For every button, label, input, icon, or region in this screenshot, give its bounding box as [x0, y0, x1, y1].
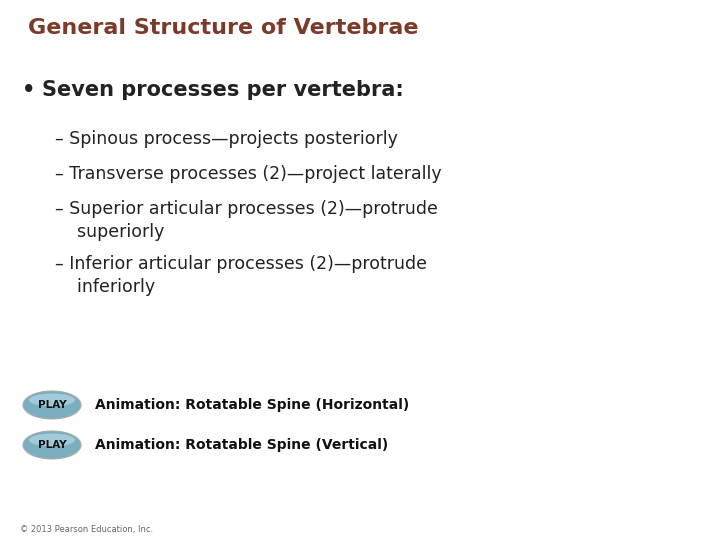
- Text: – Superior articular processes (2)—protrude
    superiorly: – Superior articular processes (2)—protr…: [55, 200, 438, 241]
- Text: Seven processes per vertebra:: Seven processes per vertebra:: [42, 80, 404, 100]
- Text: PLAY: PLAY: [37, 400, 66, 410]
- Text: •: •: [22, 80, 35, 100]
- Text: – Transverse processes (2)—project laterally: – Transverse processes (2)—project later…: [55, 165, 441, 183]
- Ellipse shape: [23, 431, 81, 459]
- Text: Animation: Rotatable Spine (Horizontal): Animation: Rotatable Spine (Horizontal): [95, 398, 409, 412]
- Text: PLAY: PLAY: [37, 440, 66, 450]
- Text: © 2013 Pearson Education, Inc.: © 2013 Pearson Education, Inc.: [20, 525, 153, 534]
- Ellipse shape: [29, 394, 75, 407]
- Text: – Spinous process—projects posteriorly: – Spinous process—projects posteriorly: [55, 130, 398, 148]
- Ellipse shape: [23, 391, 81, 419]
- Text: Animation: Rotatable Spine (Vertical): Animation: Rotatable Spine (Vertical): [95, 438, 388, 452]
- Text: General Structure of Vertebrae: General Structure of Vertebrae: [28, 18, 418, 38]
- Text: – Inferior articular processes (2)—protrude
    inferiorly: – Inferior articular processes (2)—protr…: [55, 255, 427, 296]
- Ellipse shape: [29, 434, 75, 447]
